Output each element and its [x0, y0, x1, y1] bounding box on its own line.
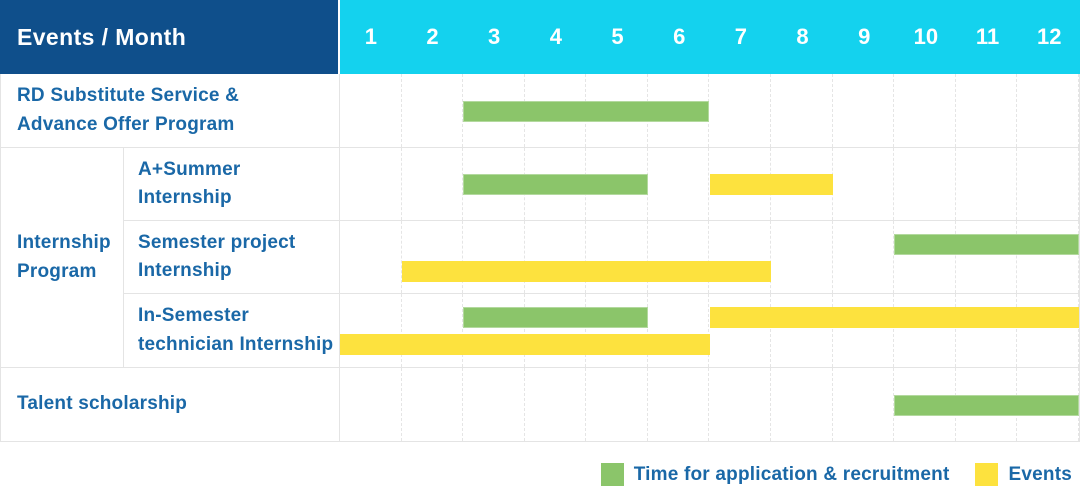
month-cell	[648, 294, 710, 367]
month-cell	[833, 294, 895, 367]
month-cell	[402, 221, 464, 293]
row-chart-rd-substitute	[340, 74, 1079, 147]
row-chart-talent-scholarship	[340, 368, 1079, 441]
month-cell	[525, 368, 587, 441]
month-cell	[956, 294, 1018, 367]
table-row: In-Semester technician Internship	[124, 294, 1079, 367]
month-cell	[894, 148, 956, 220]
month-cell	[956, 74, 1018, 147]
row-label-rd-substitute: RD Substitute Service & Advance Offer Pr…	[1, 74, 340, 147]
month-header-10: 10	[913, 24, 939, 49]
month-cell	[771, 294, 833, 367]
legend-item-application-recruitment: Time for application & recruitment	[600, 463, 950, 486]
table-row: Talent scholarship	[1, 368, 1079, 442]
month-cell	[586, 294, 648, 367]
month-cell	[709, 74, 772, 147]
month-cell	[1017, 294, 1079, 367]
month-cell	[586, 221, 648, 293]
internship-program-subrows: A+Summer Internship Semester project Int…	[124, 148, 1079, 367]
month-cell	[709, 294, 772, 367]
legend-label: Events	[1008, 463, 1072, 485]
month-cell	[894, 74, 956, 147]
legend: Time for application & recruitment Event…	[600, 463, 1072, 486]
month-cell	[340, 148, 402, 220]
month-cell	[402, 148, 464, 220]
month-cell	[463, 368, 525, 441]
row-label-a-summer-internship: A+Summer Internship	[124, 148, 340, 220]
month-cell	[586, 368, 648, 441]
month-cell	[1017, 221, 1079, 293]
month-cell	[402, 368, 464, 441]
table-header-row: Events / Month 1 2 3 4 5 6 7 8 9 10 11 12	[0, 0, 1080, 74]
month-header-3: 3	[488, 24, 501, 49]
legend-item-events: Events	[975, 463, 1072, 486]
month-cell	[956, 221, 1018, 293]
event-bar	[340, 334, 710, 355]
table-row: A+Summer Internship	[124, 148, 1079, 221]
month-cell	[833, 148, 895, 220]
month-cell	[340, 221, 402, 293]
month-cell	[648, 221, 710, 293]
month-cell	[771, 368, 833, 441]
month-header-4: 4	[549, 24, 562, 49]
month-cell	[1017, 148, 1079, 220]
application-recruitment-bar	[894, 394, 1079, 416]
row-chart-semester-project-internship	[340, 221, 1079, 293]
internship-program-group: Internship Program A+Summer Internship S…	[1, 148, 1079, 368]
group-label-internship-program: Internship Program	[1, 148, 124, 367]
month-cell	[402, 74, 464, 147]
application-recruitment-bar	[894, 234, 1079, 255]
month-cell	[525, 221, 587, 293]
month-header-1: 1	[364, 24, 377, 49]
month-cell	[648, 148, 710, 220]
month-cell	[340, 74, 402, 147]
month-cell	[340, 368, 402, 441]
row-label-semester-project-internship: Semester project Internship	[124, 221, 340, 293]
row-chart-in-semester-technician-internship	[340, 294, 1079, 367]
row-chart-a-summer-internship	[340, 148, 1079, 220]
green-swatch-icon	[600, 463, 624, 486]
month-header-12: 12	[1036, 24, 1062, 49]
events-month-header-cell: Events / Month	[0, 0, 340, 74]
month-cell	[648, 368, 710, 441]
month-cell	[833, 368, 895, 441]
month-cell	[402, 294, 464, 367]
month-header-8: 8	[796, 24, 809, 49]
month-header-5: 5	[611, 24, 624, 49]
row-label-talent-scholarship: Talent scholarship	[1, 368, 340, 441]
legend-label: Time for application & recruitment	[633, 463, 950, 485]
event-bar	[709, 174, 833, 195]
event-bar	[401, 261, 772, 282]
month-cell	[709, 368, 772, 441]
month-cell	[463, 294, 525, 367]
month-cell	[709, 221, 772, 293]
month-cell	[771, 74, 833, 147]
month-cell	[771, 221, 833, 293]
month-header-11: 11	[975, 24, 1000, 49]
month-cell	[833, 221, 895, 293]
month-header-2: 2	[426, 24, 439, 49]
row-label-in-semester-technician-internship: In-Semester technician Internship	[124, 294, 340, 367]
month-header-6: 6	[673, 24, 686, 49]
month-cell	[463, 221, 525, 293]
table-body: RD Substitute Service & Advance Offer Pr…	[0, 74, 1080, 442]
event-bar	[709, 307, 1079, 328]
month-cell	[894, 221, 956, 293]
table-row: RD Substitute Service & Advance Offer Pr…	[1, 74, 1079, 148]
month-header-9: 9	[858, 24, 871, 49]
month-cell	[1017, 74, 1079, 147]
month-cell	[956, 148, 1018, 220]
month-cell	[894, 294, 956, 367]
application-recruitment-bar	[463, 174, 648, 195]
month-header-7: 7	[734, 24, 747, 49]
table-row: Semester project Internship	[124, 221, 1079, 294]
month-cell	[833, 74, 895, 147]
yellow-swatch-icon	[975, 463, 999, 486]
month-header-strip: 1 2 3 4 5 6 7 8 9 10 11 12	[340, 0, 1080, 74]
application-recruitment-bar	[463, 100, 710, 122]
application-recruitment-bar	[463, 307, 648, 328]
month-cell	[525, 294, 587, 367]
month-cell	[340, 294, 402, 367]
